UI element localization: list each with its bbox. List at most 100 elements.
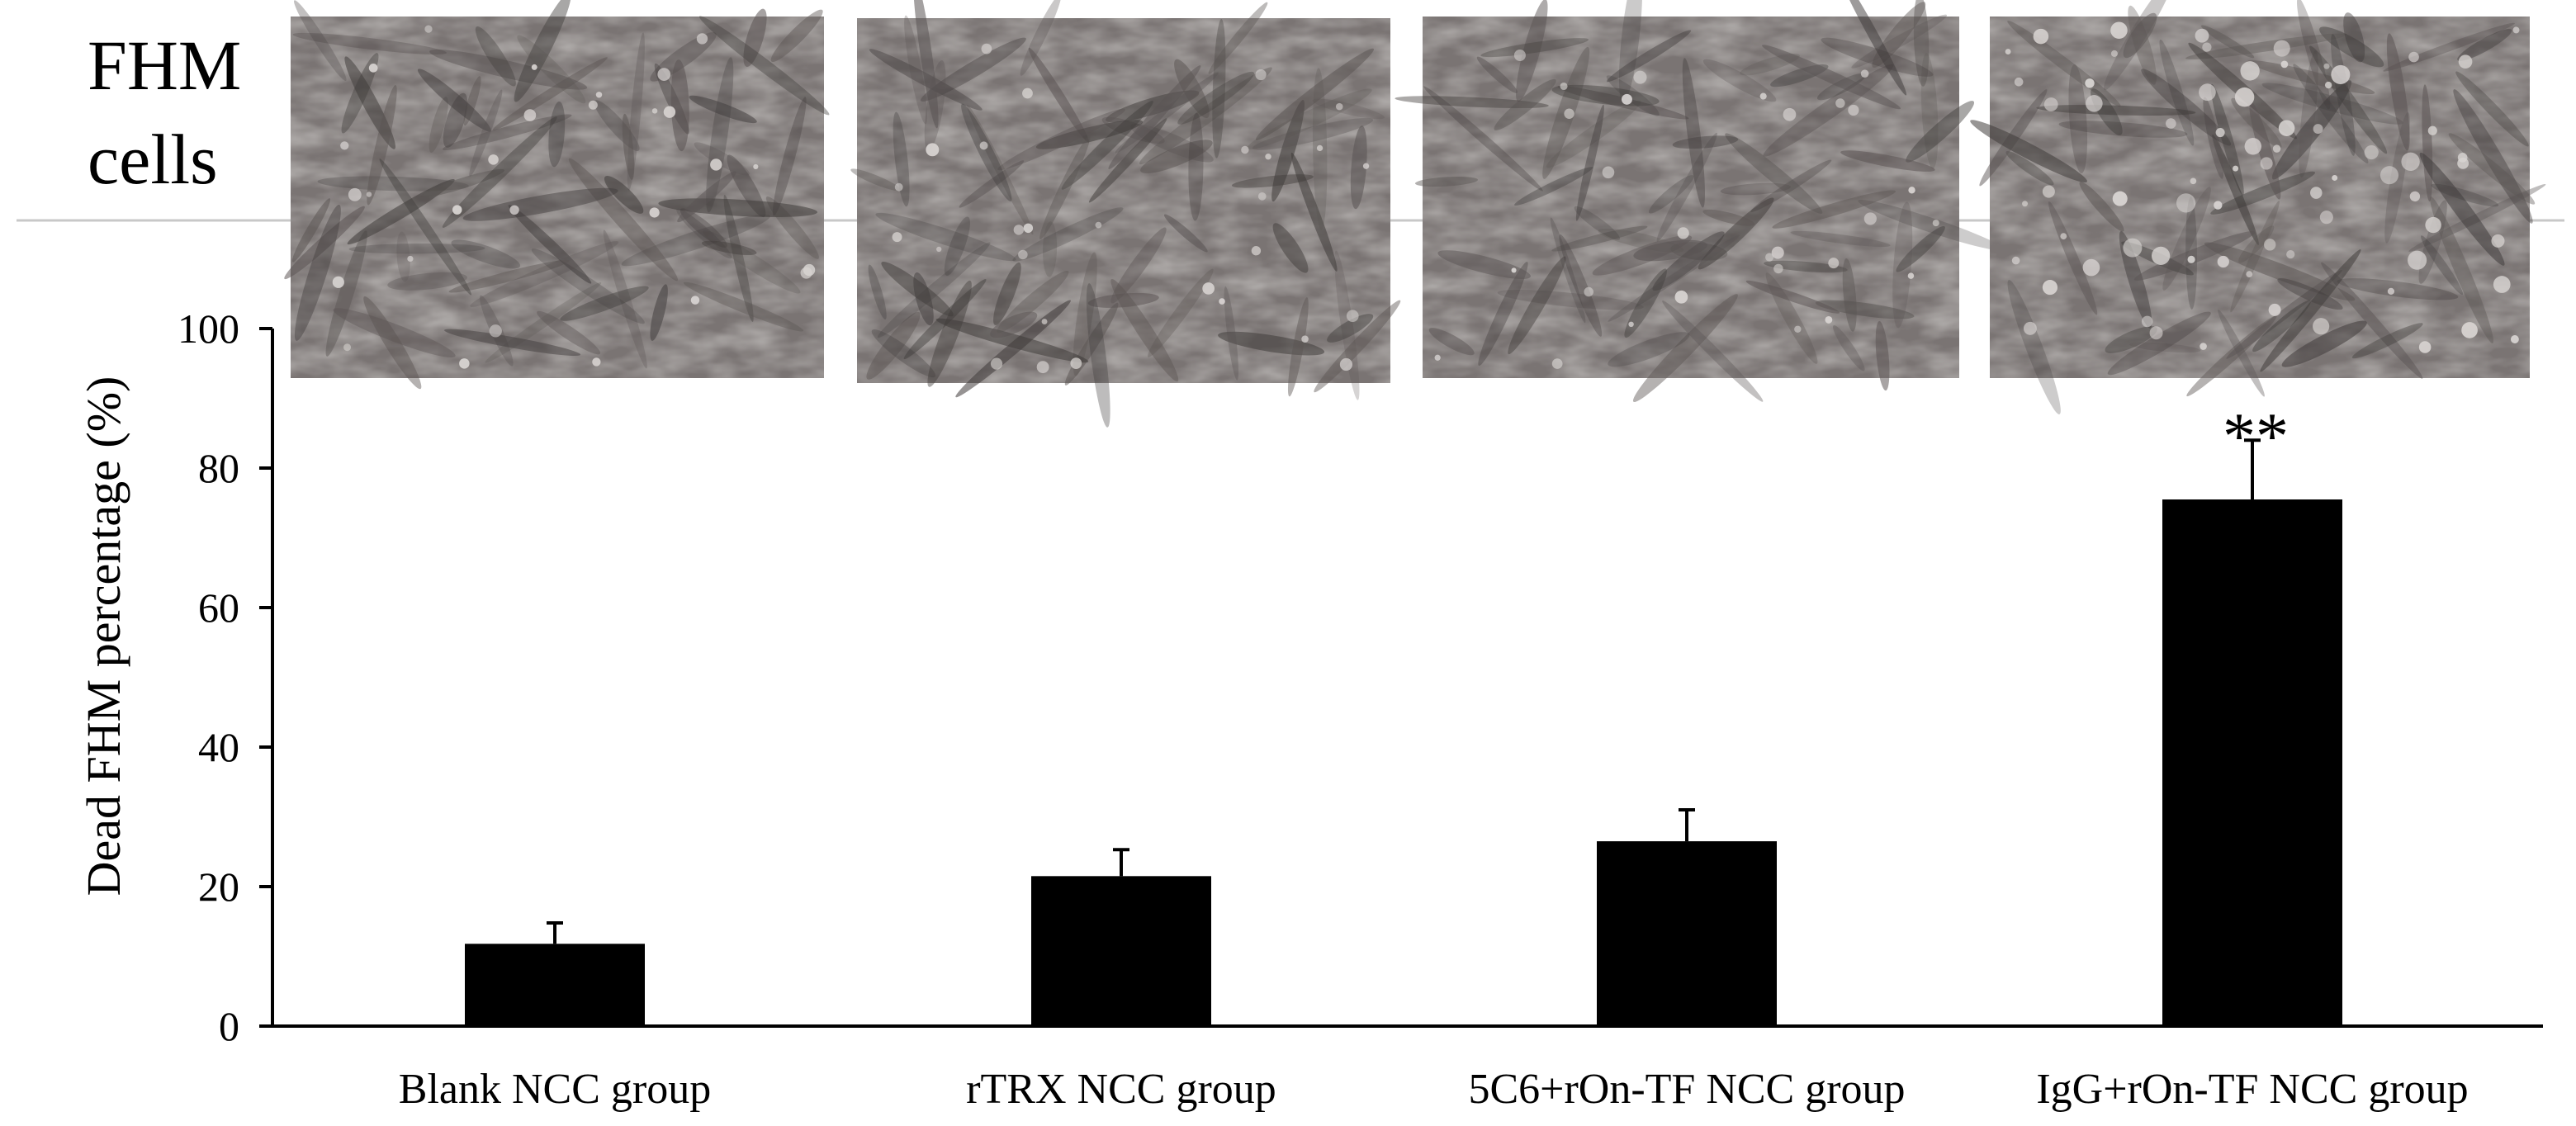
cell-shape xyxy=(1559,234,1603,337)
bright-cell xyxy=(979,141,988,150)
bright-cell xyxy=(1633,70,1647,84)
cell-shape xyxy=(1875,321,1890,391)
bar xyxy=(1031,876,1211,1026)
cell-shape xyxy=(514,0,571,102)
bright-cell xyxy=(2323,63,2330,69)
cell-shape xyxy=(1598,228,1684,253)
bright-cell xyxy=(2011,256,2020,265)
bright-cell xyxy=(1036,361,1049,374)
cell-shape xyxy=(2186,315,2277,397)
bright-cell xyxy=(2510,335,2519,343)
significance-label: ** xyxy=(2223,400,2289,473)
bright-cell xyxy=(2195,28,2209,43)
cell-shape xyxy=(2129,342,2201,353)
cell-shape xyxy=(1271,100,1305,202)
bright-cell xyxy=(1339,357,1353,371)
cell-shape xyxy=(420,168,505,197)
bright-cell xyxy=(2023,321,2037,335)
cell-shape xyxy=(924,60,946,151)
bright-cell xyxy=(2217,255,2229,268)
cell-shape xyxy=(463,76,481,126)
bright-cell xyxy=(452,205,462,215)
cell-shape xyxy=(443,92,468,148)
bright-cell xyxy=(1301,335,1309,343)
bright-cell xyxy=(509,205,519,215)
cell-shape xyxy=(333,308,456,357)
bright-cell xyxy=(981,43,992,54)
bright-cell xyxy=(592,357,601,367)
bright-cell xyxy=(2199,83,2216,102)
cell-shape xyxy=(677,171,736,223)
bright-cell xyxy=(2176,193,2196,213)
cell-shape xyxy=(1790,230,1891,248)
cell-shape xyxy=(1574,206,1621,240)
bright-cell xyxy=(2246,271,2253,278)
category-label: IgG+rOn-TF NCC group xyxy=(2036,1066,2468,1113)
micrograph-row xyxy=(284,0,2546,428)
bright-cell xyxy=(2043,97,2058,111)
cell-shape xyxy=(2260,249,2361,372)
cell-shape xyxy=(2141,69,2232,146)
bright-cell xyxy=(2022,201,2029,207)
cell-shape xyxy=(676,208,732,259)
cell-shape xyxy=(469,89,503,177)
bright-cell xyxy=(1511,267,1517,273)
cell-shape xyxy=(1086,283,1110,428)
bright-cell xyxy=(2042,280,2058,296)
cell-shape xyxy=(2247,60,2375,94)
cell-shape xyxy=(1088,118,1167,203)
cell-shape xyxy=(955,300,1071,398)
bright-cell xyxy=(340,141,349,150)
bright-cell xyxy=(800,267,812,279)
cell-shape xyxy=(866,311,921,380)
bright-cell xyxy=(990,357,1003,370)
bright-cell xyxy=(2110,50,2118,57)
cell-shape xyxy=(1546,100,1641,168)
bright-cell xyxy=(343,343,352,352)
bright-cell xyxy=(2313,318,2330,335)
bright-cell xyxy=(2086,95,2103,112)
cell-shape xyxy=(1039,135,1091,240)
bright-cell xyxy=(2324,81,2332,89)
cell-shape xyxy=(2420,235,2464,296)
cell-shape xyxy=(1750,159,1832,212)
panel-label-line1: FHM xyxy=(88,26,241,105)
cell-shape xyxy=(1115,72,1219,154)
bright-cell xyxy=(1316,144,1324,152)
y-axis-ticks: 0 20 40 60 80 100 xyxy=(178,305,272,1049)
cell-shape xyxy=(723,195,754,322)
bright-cell xyxy=(1628,321,1634,328)
cell-shape xyxy=(1106,90,1200,123)
bright-cell xyxy=(1932,220,1939,227)
cell-shape xyxy=(683,282,804,332)
cell-shape xyxy=(568,158,679,282)
cell-shape xyxy=(694,142,750,176)
cell-shape xyxy=(1073,252,1097,376)
cell-shape xyxy=(492,57,608,131)
cell-shape xyxy=(1698,197,1774,270)
cell-shape xyxy=(1762,45,1901,110)
y-axis-title: Dead FHM percentage (%) xyxy=(77,376,130,897)
bright-cell xyxy=(2408,51,2419,63)
bright-cell xyxy=(1835,98,1845,108)
bright-cell xyxy=(1907,272,1915,279)
bright-cell xyxy=(2457,153,2468,163)
bright-cell xyxy=(2493,276,2511,293)
bright-cell xyxy=(1771,246,1784,259)
bright-cell xyxy=(1860,69,1869,78)
cell-shape xyxy=(1224,286,1238,381)
bright-cell xyxy=(1434,354,1441,361)
cell-shape xyxy=(871,329,936,378)
cell-shape xyxy=(770,9,823,62)
cell-shape xyxy=(967,105,1034,235)
bright-cell xyxy=(1257,192,1267,201)
cell-shape xyxy=(2105,326,2157,353)
bright-cell xyxy=(2458,54,2473,69)
cell-shape xyxy=(1035,120,1144,149)
bright-cell xyxy=(936,246,942,253)
bright-cell xyxy=(2151,246,2171,266)
cell-shape xyxy=(1656,132,1717,242)
cell-shape xyxy=(1606,75,1660,116)
cell-shape xyxy=(1028,47,1090,143)
bright-cell xyxy=(2273,40,2290,57)
